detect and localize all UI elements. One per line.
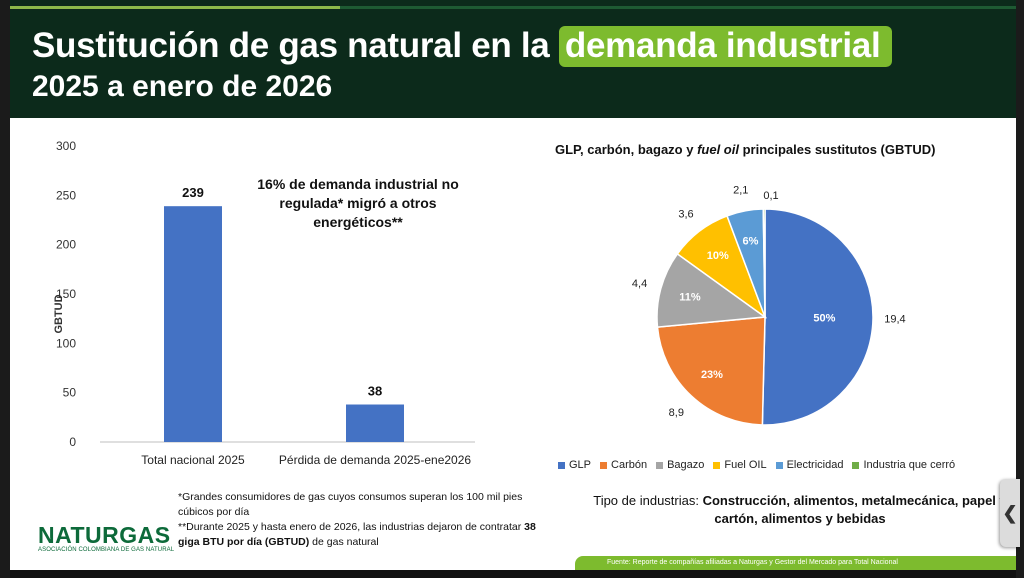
slice-value-label: 4,4 [632, 278, 647, 290]
slice-percent-label: 50% [813, 313, 835, 325]
industry-types: Tipo de industrias: Construcción, alimen… [593, 493, 1007, 526]
legend-label: Electricidad [786, 459, 844, 471]
y-tick-label: 100 [56, 336, 76, 350]
legend-label: Industria que cerró [863, 459, 956, 471]
slice-value-label: 2,1 [733, 184, 748, 196]
legend-label: GLP [569, 459, 592, 471]
legend-label: Bagazo [667, 459, 705, 471]
footnote-1: *Grandes consumidores de gas cuyos consu… [178, 491, 523, 518]
accent-line [10, 6, 340, 9]
category-label: Total nacional 2025 [141, 453, 245, 467]
legend-item: Industria que cerró [852, 459, 955, 471]
logo-subtitle: ASOCIACIÓN COLOMBIANA DE GAS NATURAL [38, 547, 175, 553]
slice-percent-label: 23% [701, 369, 723, 381]
slice-value-label: 19,4 [884, 314, 905, 326]
header-banner: Sustitución de gas natural en la demanda… [10, 0, 1016, 118]
slice-percent-label: 6% [743, 236, 759, 248]
legend-item: Carbón [600, 459, 647, 471]
legend-label: Fuel OIL [724, 459, 767, 471]
category-label: Pérdida de demanda 2025-ene2026 [279, 453, 471, 467]
legend-swatch [852, 461, 860, 469]
y-tick-label: 0 [69, 435, 76, 449]
pie-chart: 50% 19,4 23% 8,9 11% 4,4 10% 3,6 6% 2,1 0,1 [632, 184, 906, 426]
title-highlight: demanda industrial [558, 26, 893, 67]
slide: Sustitución de gas natural en la demanda… [10, 0, 1016, 578]
legend-swatch [558, 461, 565, 469]
slice-value-label: 8,9 [669, 407, 684, 419]
slice-value-label: 0,1 [763, 190, 778, 202]
footnote-2: **Durante 2025 y hasta enero de 2026, la… [178, 521, 536, 548]
accent-line-dark [340, 6, 1016, 9]
y-tick-label: 200 [56, 238, 76, 252]
pie-legend: GLP Carbón Bagazo Fuel OIL Electricidad Indus… [558, 459, 955, 471]
bar-value-label: 38 [368, 384, 382, 399]
legend-item: Electricidad [775, 459, 844, 471]
y-tick-label: 300 [56, 139, 76, 153]
legend-swatch [600, 461, 608, 469]
y-tick-label: 150 [56, 287, 76, 301]
pie-slice [761, 208, 874, 426]
legend-swatch [713, 461, 721, 469]
naturgas-logo: NATURGAS ASOCIACIÓN COLOMBIANA DE GAS NA… [38, 522, 174, 553]
logo-name: NATURGAS [38, 522, 171, 548]
bar-value-label: 239 [182, 185, 204, 200]
pie-slice [656, 316, 766, 426]
bottom-bar [10, 570, 1016, 578]
slice-percent-label: 10% [707, 250, 729, 262]
slice-percent-label: 11% [679, 292, 701, 304]
footnotes: *Grandes consumidores de gas cuyos consu… [178, 490, 548, 550]
legend-item: Bagazo [656, 459, 704, 471]
page-title: Sustitución de gas natural en la demanda… [32, 26, 893, 67]
y-tick-label: 250 [56, 188, 76, 202]
legend-item: GLP [558, 459, 591, 471]
source-bar: Fuente: Reporte de compañías afiliadas a… [575, 556, 1016, 570]
y-tick-label: 50 [63, 386, 77, 400]
y-axis-label: GBTUD [53, 294, 65, 333]
bar [164, 206, 222, 442]
legend-label: Carbón [611, 459, 648, 471]
slice-value-label: 3,6 [678, 209, 693, 221]
side-panel-toggle[interactable]: ❮ [1000, 479, 1020, 547]
legend-item: Fuel OIL [713, 459, 767, 471]
bar [346, 404, 404, 442]
legend-swatch [656, 461, 664, 469]
bar-chart-annotation: 16% de demanda industrial no regulada* m… [257, 176, 459, 230]
pie-slice [762, 208, 766, 318]
legend-swatch [775, 461, 783, 469]
bar-chart: 0 50 100 150 200 250 300 GBTUD 239 Total nacional… [53, 139, 475, 467]
page-subtitle: 2025 a enero de 2026 [32, 70, 333, 103]
pie-slice [656, 252, 768, 328]
pie-chart-title: GLP, carbón, bagazo y fuel oil principal… [555, 142, 936, 157]
